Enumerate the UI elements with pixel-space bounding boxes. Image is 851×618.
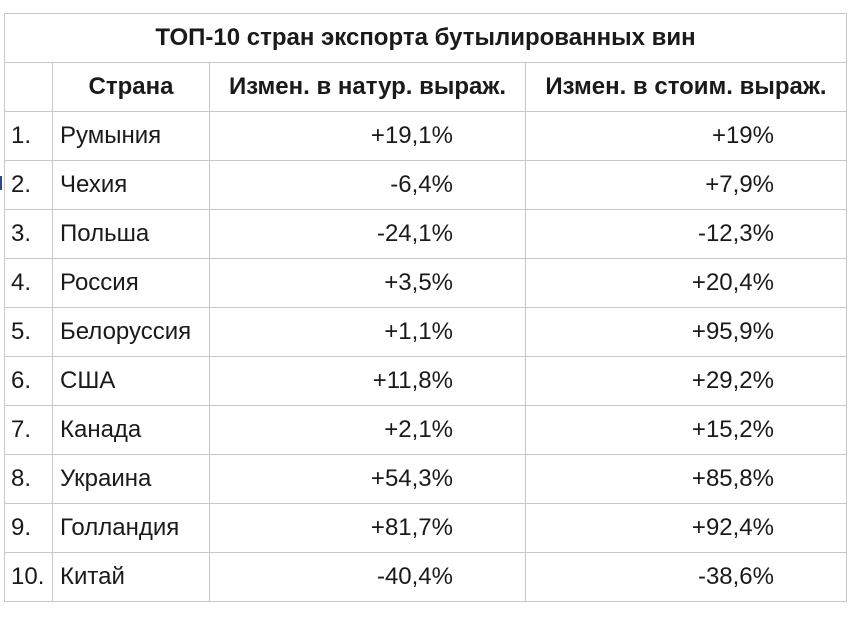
volume-change: -40,4%	[209, 552, 526, 602]
row-number: 4.	[4, 258, 53, 308]
export-table: ТОП-10 стран экспорта бутылированных вин…	[4, 13, 847, 602]
edge-marker	[0, 176, 2, 190]
header-volume-change: Измен. в натур. выраж.	[209, 62, 526, 112]
volume-change: +11,8%	[209, 356, 526, 406]
table-row: 2. Чехия -6,4% +7,9%	[4, 160, 847, 210]
country-name: Чехия	[52, 160, 210, 210]
row-number: 8.	[4, 454, 53, 504]
row-number: 9.	[4, 503, 53, 553]
volume-change: +81,7%	[209, 503, 526, 553]
value-change: +7,9%	[525, 160, 847, 210]
header-num	[4, 62, 53, 112]
country-name: Россия	[52, 258, 210, 308]
table-row: 5. Белоруссия +1,1% +95,9%	[4, 307, 847, 357]
value-change: +29,2%	[525, 356, 847, 406]
value-change: +19%	[525, 111, 847, 161]
value-change: +95,9%	[525, 307, 847, 357]
header-value-change: Измен. в стоим. выраж.	[525, 62, 847, 112]
table-row: 9. Голландия +81,7% +92,4%	[4, 503, 847, 553]
export-table-container: ТОП-10 стран экспорта бутылированных вин…	[4, 13, 847, 602]
row-number: 7.	[4, 405, 53, 455]
value-change: +20,4%	[525, 258, 847, 308]
value-change: +85,8%	[525, 454, 847, 504]
table-row: 8. Украина +54,3% +85,8%	[4, 454, 847, 504]
table-row: 10. Китай -40,4% -38,6%	[4, 552, 847, 602]
table-row: 6. США +11,8% +29,2%	[4, 356, 847, 406]
country-name: Белоруссия	[52, 307, 210, 357]
value-change: +92,4%	[525, 503, 847, 553]
country-name: Китай	[52, 552, 210, 602]
table-row: 3. Польша -24,1% -12,3%	[4, 209, 847, 259]
header-country: Страна	[52, 62, 210, 112]
row-number: 5.	[4, 307, 53, 357]
value-change: +15,2%	[525, 405, 847, 455]
value-change: -38,6%	[525, 552, 847, 602]
country-name: Украина	[52, 454, 210, 504]
volume-change: +19,1%	[209, 111, 526, 161]
volume-change: +1,1%	[209, 307, 526, 357]
table-row: 1. Румыния +19,1% +19%	[4, 111, 847, 161]
country-name: Польша	[52, 209, 210, 259]
value-change: -12,3%	[525, 209, 847, 259]
row-number: 3.	[4, 209, 53, 259]
country-name: США	[52, 356, 210, 406]
table-title: ТОП-10 стран экспорта бутылированных вин	[4, 13, 847, 63]
table-row: 7. Канада +2,1% +15,2%	[4, 405, 847, 455]
row-number: 6.	[4, 356, 53, 406]
row-number: 2.	[4, 160, 53, 210]
row-number: 10.	[4, 552, 53, 602]
table-row: 4. Россия +3,5% +20,4%	[4, 258, 847, 308]
volume-change: -6,4%	[209, 160, 526, 210]
volume-change: +54,3%	[209, 454, 526, 504]
header-row: Страна Измен. в натур. выраж. Измен. в с…	[4, 62, 847, 112]
country-name: Канада	[52, 405, 210, 455]
volume-change: +2,1%	[209, 405, 526, 455]
volume-change: +3,5%	[209, 258, 526, 308]
volume-change: -24,1%	[209, 209, 526, 259]
title-row: ТОП-10 стран экспорта бутылированных вин	[4, 13, 847, 63]
row-number: 1.	[4, 111, 53, 161]
country-name: Румыния	[52, 111, 210, 161]
country-name: Голландия	[52, 503, 210, 553]
